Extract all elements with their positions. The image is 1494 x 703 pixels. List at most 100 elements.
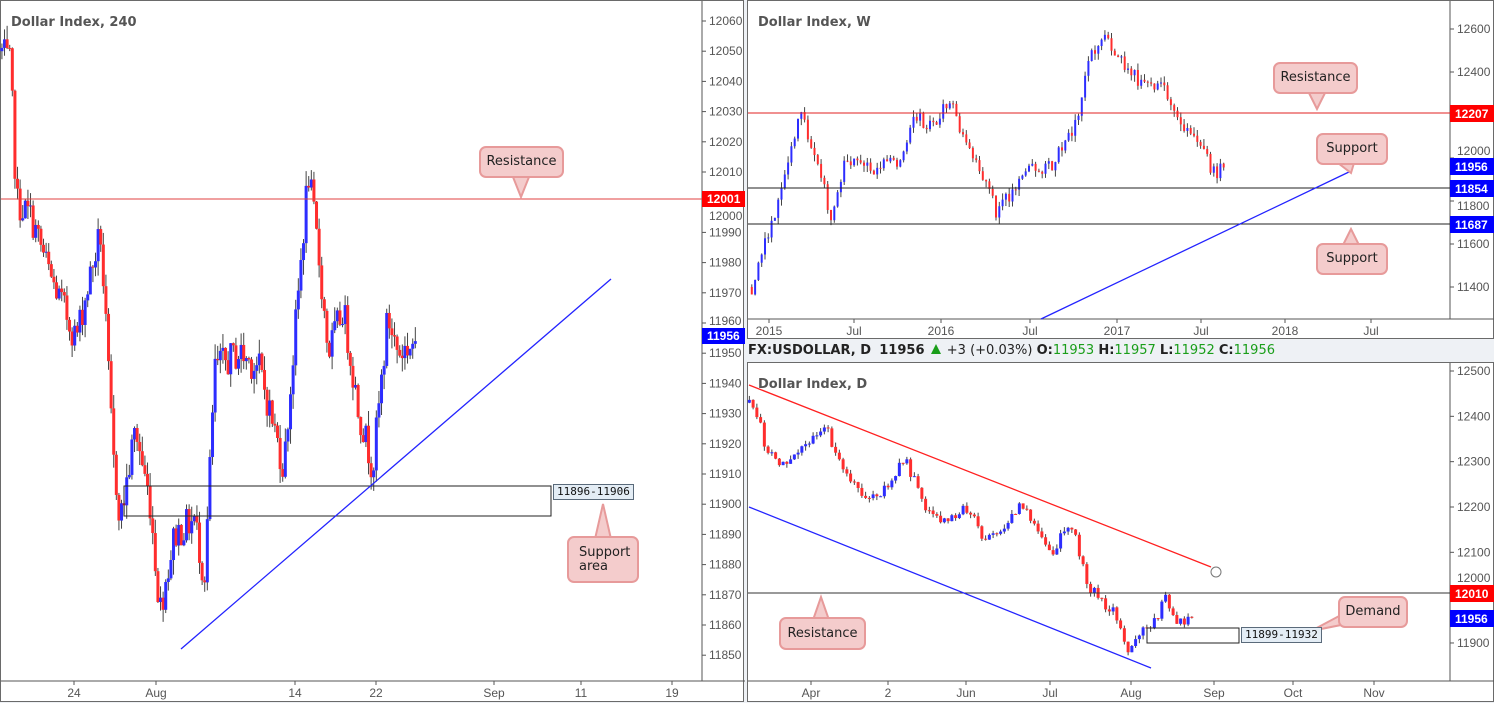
candle-body (1113, 50, 1116, 56)
candle (1057, 145, 1060, 164)
candle-body (1070, 132, 1073, 136)
candle (182, 533, 186, 547)
candle (932, 117, 935, 127)
support-zone-rect[interactable] (123, 485, 552, 517)
chart-panel-240[interactable]: 12060 12050 12040 12030 12020 12010 12000 11990… (0, 0, 745, 703)
chart-panel-weekly[interactable]: 12600 12400 12000 11800 11600 11400 2015 Jul 201… (747, 0, 1494, 339)
candle-body (826, 427, 830, 429)
candle (75, 322, 79, 337)
candle-body (1017, 503, 1021, 514)
candle-body (1179, 117, 1182, 125)
candle-body (351, 365, 355, 388)
candle-body (120, 503, 124, 521)
candle (1100, 597, 1104, 602)
callout-resistance: Resistance (779, 617, 866, 650)
candle-body (343, 305, 347, 325)
candle-body (179, 524, 183, 546)
candle (203, 576, 207, 592)
candle-body (924, 498, 928, 511)
candle-body (8, 47, 12, 49)
candle-body (187, 509, 191, 534)
candle-body (1094, 50, 1096, 54)
candle-body (762, 422, 766, 447)
candle (338, 301, 342, 327)
chart-weekly-canvas[interactable]: 12600 12400 12000 11800 11600 11400 2015 Jul 201… (748, 1, 1494, 340)
candle-body (1127, 68, 1129, 70)
candle-body (21, 218, 25, 221)
candle-body (783, 174, 786, 189)
candle (912, 110, 915, 133)
candle (68, 317, 72, 341)
candle-body (148, 486, 152, 519)
candle-body (3, 39, 7, 48)
candle-body (1186, 128, 1189, 131)
candle (1133, 69, 1136, 82)
candle-body (325, 310, 329, 343)
chart-panel-daily[interactable]: 12500 12400 12300 12200 12100 12000 11900 Apr 2 J… (747, 362, 1494, 702)
candle-body (1074, 529, 1078, 535)
candle (864, 491, 868, 499)
y-tick-label: 11950 (709, 346, 742, 360)
candle-body (757, 262, 760, 280)
candle (867, 496, 871, 503)
candle-body (766, 446, 770, 453)
candle (346, 296, 350, 360)
chart-daily-canvas[interactable]: 12500 12400 12300 12200 12100 12000 11900 Apr 2 J… (747, 363, 1494, 703)
candle-body (787, 162, 790, 175)
candle-body (830, 209, 832, 221)
candle-body (909, 459, 913, 477)
candle-body (231, 343, 235, 346)
candle-body (1182, 618, 1186, 625)
candle-body (890, 480, 894, 488)
candle-body (400, 355, 404, 359)
x-tick-label: 2015 (756, 324, 783, 338)
candle-body (822, 427, 826, 432)
x-tick-label: 2 (885, 686, 892, 700)
candle-body (1169, 99, 1172, 106)
channel-line-blue[interactable] (748, 506, 1152, 669)
trendline-blue[interactable] (180, 278, 612, 650)
candle (1089, 581, 1093, 597)
candle-body (140, 451, 144, 466)
candle-body (957, 514, 961, 519)
demand-zone-rect[interactable] (1146, 627, 1240, 644)
candle-body (382, 365, 386, 375)
support-price-text: 11687 (1455, 218, 1488, 232)
candle (239, 333, 243, 373)
candle (83, 297, 87, 338)
y-tick-label: 12040 (709, 74, 743, 88)
candle-body (777, 199, 780, 218)
x-tick-label: Aug (1120, 686, 1141, 700)
x-tick-label: 24 (67, 686, 81, 700)
candle-body (1034, 163, 1037, 171)
candle (912, 472, 916, 478)
candle (263, 356, 267, 400)
channel-anchor-handle[interactable] (1210, 566, 1222, 578)
chart-240-canvas[interactable]: 12060 12050 12040 12030 12020 12010 12000 11990… (0, 1, 745, 703)
x-tick-label: 22 (369, 686, 383, 700)
trendline-blue[interactable] (1040, 170, 1352, 320)
candle-body (101, 244, 105, 287)
candle (99, 225, 103, 252)
candle-body (793, 138, 796, 147)
candle-body (65, 295, 69, 320)
candle-body (1061, 147, 1063, 151)
candle (1143, 74, 1146, 84)
candle-body (1179, 618, 1183, 624)
y-tick-label: 11880 (709, 558, 742, 572)
channel-line-red[interactable] (748, 384, 1212, 568)
candle (800, 445, 804, 456)
candle (359, 416, 363, 444)
candle-body (991, 533, 995, 535)
candle-body (138, 441, 142, 452)
candle-body (195, 516, 199, 523)
candle (1070, 527, 1074, 533)
candle-body (1141, 627, 1145, 636)
resistance-price-text: 12207 (1455, 107, 1489, 121)
y-tick-label: 12200 (1457, 500, 1491, 514)
x-tick-label: Jul (1363, 324, 1378, 338)
candle (946, 518, 950, 524)
candle-body (1089, 583, 1093, 594)
candle-body (242, 344, 246, 362)
candle (889, 155, 892, 164)
